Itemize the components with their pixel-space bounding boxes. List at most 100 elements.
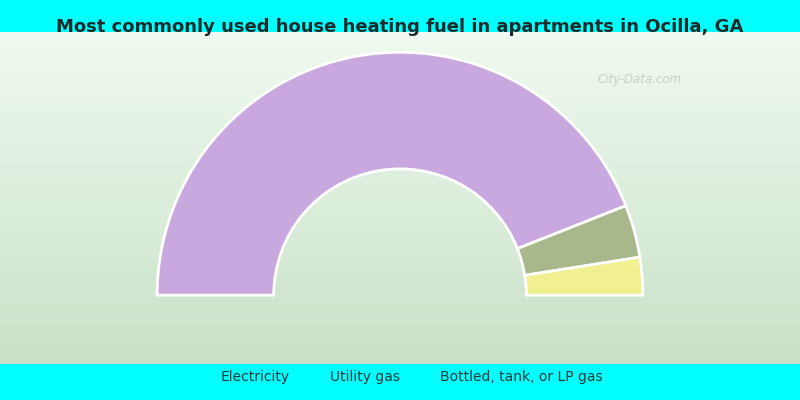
Bar — [0, 148, 800, 150]
Bar — [0, 75, 800, 77]
Bar — [0, 142, 800, 143]
Bar — [0, 65, 800, 67]
Bar — [0, 112, 800, 113]
Bar — [0, 324, 800, 326]
Bar — [0, 352, 800, 354]
Bar — [0, 294, 800, 296]
Bar — [0, 52, 800, 54]
Bar — [0, 32, 800, 34]
Bar — [0, 40, 800, 42]
Bar — [0, 195, 800, 196]
Bar — [0, 196, 800, 198]
Bar — [0, 254, 800, 256]
Bar — [0, 68, 800, 70]
Bar — [0, 319, 800, 321]
Bar — [0, 304, 800, 306]
Bar — [0, 193, 800, 195]
Bar — [0, 311, 800, 312]
Bar — [0, 158, 800, 160]
Bar — [0, 146, 800, 148]
Bar — [0, 173, 800, 175]
Bar — [0, 198, 800, 200]
Bar — [0, 299, 800, 301]
Bar — [0, 312, 800, 314]
Bar — [0, 88, 800, 90]
Bar — [0, 214, 800, 216]
Bar — [0, 203, 800, 205]
Bar — [0, 54, 800, 55]
Bar — [0, 276, 800, 278]
Bar — [0, 87, 800, 88]
Bar — [0, 230, 800, 231]
Bar — [0, 113, 800, 115]
Wedge shape — [525, 257, 643, 295]
Bar — [0, 188, 800, 190]
Bar — [0, 117, 800, 118]
Bar — [0, 205, 800, 206]
Bar — [0, 107, 800, 108]
Bar — [0, 316, 800, 318]
Bar — [0, 306, 800, 308]
Bar — [0, 314, 800, 316]
Bar — [0, 35, 800, 37]
Bar — [0, 47, 800, 49]
Bar — [0, 301, 800, 302]
Bar — [0, 256, 800, 258]
Bar — [0, 336, 800, 338]
Bar — [0, 278, 800, 279]
Bar — [0, 166, 800, 168]
Bar — [0, 220, 800, 221]
Bar — [0, 210, 800, 211]
Bar — [0, 172, 800, 173]
Bar — [0, 200, 800, 201]
Bar — [0, 128, 800, 130]
Bar — [0, 72, 800, 74]
Bar — [0, 357, 800, 359]
Bar — [0, 64, 800, 65]
Bar — [0, 94, 800, 95]
Bar — [0, 291, 800, 293]
Bar — [0, 309, 800, 311]
Wedge shape — [518, 206, 640, 275]
Bar — [0, 238, 800, 240]
Bar — [0, 302, 800, 304]
Bar — [0, 246, 800, 248]
Bar — [0, 211, 800, 213]
Bar — [0, 253, 800, 254]
Bar — [0, 182, 800, 183]
Text: City-Data.com: City-Data.com — [598, 74, 682, 86]
Bar — [0, 263, 800, 264]
Bar — [0, 258, 800, 260]
Bar — [0, 67, 800, 68]
Bar — [0, 57, 800, 58]
Bar — [0, 234, 800, 236]
Bar — [0, 170, 800, 172]
Bar — [0, 240, 800, 241]
Bar — [0, 326, 800, 328]
Bar — [0, 362, 800, 364]
Bar — [0, 125, 800, 127]
Bar — [0, 286, 800, 288]
Bar — [0, 185, 800, 186]
Bar — [0, 283, 800, 284]
Bar — [0, 78, 800, 80]
Bar — [0, 97, 800, 98]
Bar — [0, 274, 800, 276]
Bar — [0, 118, 800, 120]
Bar — [0, 271, 800, 273]
Bar — [0, 264, 800, 266]
Bar — [0, 155, 800, 156]
Bar — [0, 293, 800, 294]
Bar — [0, 279, 800, 281]
Bar — [0, 268, 800, 269]
Wedge shape — [157, 52, 626, 295]
Bar — [0, 228, 800, 230]
Bar — [0, 223, 800, 224]
Bar — [0, 250, 800, 251]
Bar — [0, 150, 800, 152]
Bar — [0, 140, 800, 142]
Bar — [0, 82, 800, 84]
Bar — [0, 55, 800, 57]
Bar — [0, 354, 800, 356]
Bar — [0, 284, 800, 286]
